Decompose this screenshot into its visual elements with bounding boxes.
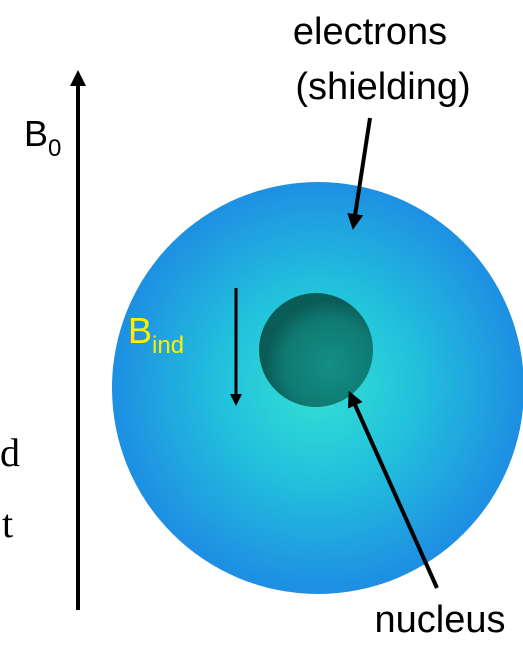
b0-main: B bbox=[24, 113, 48, 154]
shielding-label: (shielding) bbox=[295, 66, 470, 108]
cut-text: t bbox=[2, 501, 13, 546]
cut-text: d bbox=[0, 430, 20, 475]
bind-sub: ind bbox=[152, 332, 184, 359]
diagram: electrons (shielding) B0 Bind nucleus d … bbox=[0, 0, 523, 647]
bind-main: B bbox=[128, 310, 152, 351]
b0-label: B0 bbox=[24, 113, 61, 162]
nucleus-sphere bbox=[259, 293, 373, 407]
b0-sub: 0 bbox=[48, 135, 61, 162]
nucleus-label: nucleus bbox=[375, 599, 506, 641]
electrons-label: electrons bbox=[293, 11, 447, 53]
